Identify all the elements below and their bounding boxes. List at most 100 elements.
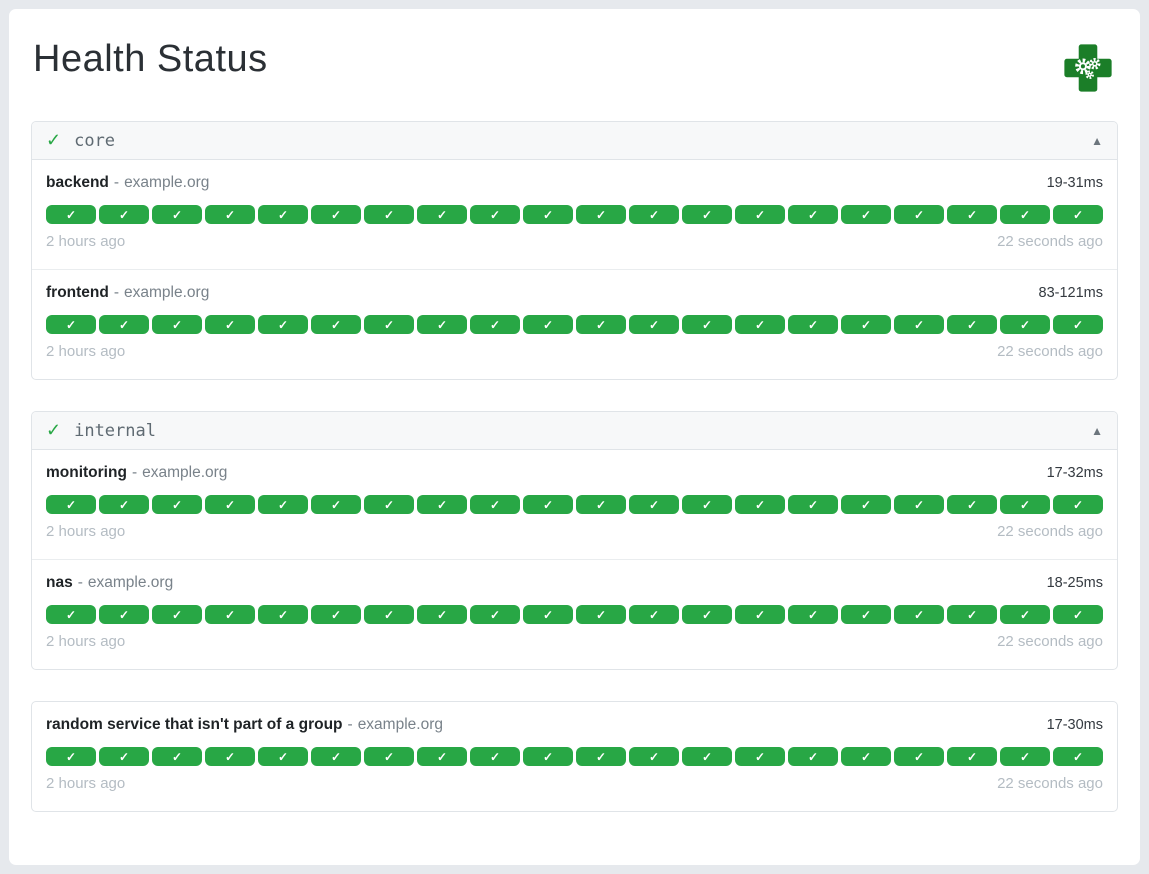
health-check-badge[interactable]: ✓ (46, 205, 96, 224)
health-check-badge[interactable]: ✓ (99, 605, 149, 624)
health-check-badge[interactable]: ✓ (311, 315, 361, 334)
health-check-badge[interactable]: ✓ (682, 495, 732, 514)
health-check-badge[interactable]: ✓ (258, 495, 308, 514)
health-check-badge[interactable]: ✓ (947, 315, 997, 334)
health-check-badge[interactable]: ✓ (788, 205, 838, 224)
health-check-badge[interactable]: ✓ (152, 495, 202, 514)
health-check-badge[interactable]: ✓ (523, 605, 573, 624)
health-check-badge[interactable]: ✓ (99, 315, 149, 334)
health-check-badge[interactable]: ✓ (46, 747, 96, 766)
health-check-badge[interactable]: ✓ (894, 605, 944, 624)
health-check-badge[interactable]: ✓ (46, 605, 96, 624)
health-check-badge[interactable]: ✓ (629, 495, 679, 514)
health-check-badge[interactable]: ✓ (682, 205, 732, 224)
health-check-badge[interactable]: ✓ (894, 495, 944, 514)
group-header-internal[interactable]: ✓ internal ▲ (32, 412, 1117, 450)
health-check-badge[interactable]: ✓ (364, 495, 414, 514)
health-check-badge[interactable]: ✓ (841, 205, 891, 224)
health-check-badge[interactable]: ✓ (205, 205, 255, 224)
health-check-badge[interactable]: ✓ (258, 315, 308, 334)
health-check-badge[interactable]: ✓ (364, 605, 414, 624)
health-check-badge[interactable]: ✓ (99, 205, 149, 224)
health-check-badge[interactable]: ✓ (311, 495, 361, 514)
health-check-badge[interactable]: ✓ (1053, 605, 1103, 624)
health-check-badge[interactable]: ✓ (523, 205, 573, 224)
health-check-badge[interactable]: ✓ (1000, 205, 1050, 224)
health-check-badge[interactable]: ✓ (152, 315, 202, 334)
health-check-badge[interactable]: ✓ (470, 605, 520, 624)
health-check-badge[interactable]: ✓ (417, 495, 467, 514)
health-check-badge[interactable]: ✓ (311, 605, 361, 624)
health-check-badge[interactable]: ✓ (576, 315, 626, 334)
health-check-badge[interactable]: ✓ (788, 315, 838, 334)
health-check-badge[interactable]: ✓ (523, 495, 573, 514)
health-check-badge[interactable]: ✓ (205, 495, 255, 514)
health-check-badge[interactable]: ✓ (682, 747, 732, 766)
health-check-badge[interactable]: ✓ (735, 605, 785, 624)
health-check-badge[interactable]: ✓ (470, 495, 520, 514)
health-check-badge[interactable]: ✓ (894, 747, 944, 766)
health-check-badge[interactable]: ✓ (682, 315, 732, 334)
health-check-badge[interactable]: ✓ (735, 495, 785, 514)
health-check-badge[interactable]: ✓ (841, 315, 891, 334)
health-check-badge[interactable]: ✓ (841, 747, 891, 766)
health-check-badge[interactable]: ✓ (152, 605, 202, 624)
health-check-badge[interactable]: ✓ (364, 315, 414, 334)
health-check-badge[interactable]: ✓ (841, 605, 891, 624)
health-check-badge[interactable]: ✓ (576, 495, 626, 514)
health-check-badge[interactable]: ✓ (99, 747, 149, 766)
health-check-badge[interactable]: ✓ (417, 315, 467, 334)
health-check-badge[interactable]: ✓ (629, 315, 679, 334)
health-check-badge[interactable]: ✓ (417, 747, 467, 766)
health-check-badge[interactable]: ✓ (152, 747, 202, 766)
health-check-badge[interactable]: ✓ (46, 495, 96, 514)
health-check-badge[interactable]: ✓ (576, 205, 626, 224)
health-check-badge[interactable]: ✓ (788, 747, 838, 766)
health-check-badge[interactable]: ✓ (364, 747, 414, 766)
health-check-badge[interactable]: ✓ (311, 747, 361, 766)
health-check-badge[interactable]: ✓ (523, 747, 573, 766)
health-check-badge[interactable]: ✓ (46, 315, 96, 334)
health-check-badge[interactable]: ✓ (947, 605, 997, 624)
health-check-badge[interactable]: ✓ (841, 495, 891, 514)
health-check-badge[interactable]: ✓ (735, 747, 785, 766)
health-check-badge[interactable]: ✓ (1000, 605, 1050, 624)
health-check-badge[interactable]: ✓ (1053, 495, 1103, 514)
health-check-badge[interactable]: ✓ (99, 495, 149, 514)
health-check-badge[interactable]: ✓ (1053, 205, 1103, 224)
health-check-badge[interactable]: ✓ (205, 747, 255, 766)
health-check-badge[interactable]: ✓ (1000, 495, 1050, 514)
health-check-badge[interactable]: ✓ (629, 747, 679, 766)
health-check-badge[interactable]: ✓ (205, 315, 255, 334)
health-check-badge[interactable]: ✓ (470, 205, 520, 224)
health-check-badge[interactable]: ✓ (629, 205, 679, 224)
health-check-badge[interactable]: ✓ (205, 605, 255, 624)
health-check-badge[interactable]: ✓ (1053, 315, 1103, 334)
health-check-badge[interactable]: ✓ (470, 747, 520, 766)
health-check-badge[interactable]: ✓ (258, 205, 308, 224)
health-check-badge[interactable]: ✓ (788, 605, 838, 624)
health-check-badge[interactable]: ✓ (470, 315, 520, 334)
health-check-badge[interactable]: ✓ (417, 605, 467, 624)
health-check-badge[interactable]: ✓ (788, 495, 838, 514)
health-check-badge[interactable]: ✓ (576, 747, 626, 766)
health-check-badge[interactable]: ✓ (311, 205, 361, 224)
health-check-badge[interactable]: ✓ (1053, 747, 1103, 766)
health-check-badge[interactable]: ✓ (364, 205, 414, 224)
health-check-badge[interactable]: ✓ (947, 205, 997, 224)
health-check-badge[interactable]: ✓ (258, 747, 308, 766)
health-check-badge[interactable]: ✓ (735, 205, 785, 224)
health-check-badge[interactable]: ✓ (682, 605, 732, 624)
group-header-core[interactable]: ✓ core ▲ (32, 122, 1117, 160)
health-check-badge[interactable]: ✓ (523, 315, 573, 334)
health-check-badge[interactable]: ✓ (152, 205, 202, 224)
health-check-badge[interactable]: ✓ (947, 495, 997, 514)
health-check-badge[interactable]: ✓ (576, 605, 626, 624)
health-check-badge[interactable]: ✓ (1000, 747, 1050, 766)
health-check-badge[interactable]: ✓ (947, 747, 997, 766)
health-check-badge[interactable]: ✓ (894, 315, 944, 334)
health-check-badge[interactable]: ✓ (417, 205, 467, 224)
health-check-badge[interactable]: ✓ (735, 315, 785, 334)
health-check-badge[interactable]: ✓ (258, 605, 308, 624)
health-check-badge[interactable]: ✓ (629, 605, 679, 624)
